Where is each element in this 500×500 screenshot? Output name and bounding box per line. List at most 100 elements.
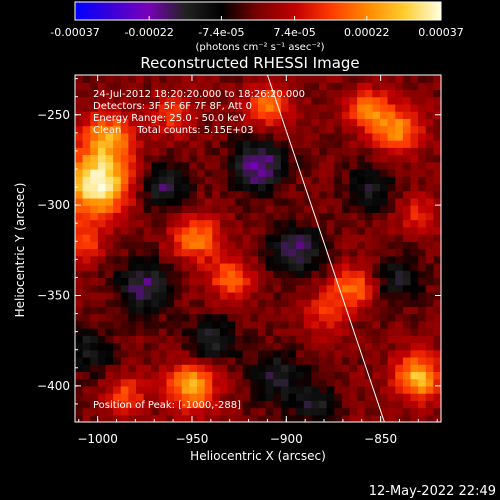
heatmap-cell bbox=[204, 248, 213, 257]
heatmap-cell bbox=[311, 111, 320, 119]
heatmap-cell bbox=[143, 277, 152, 286]
heatmap-cell bbox=[425, 82, 434, 91]
heatmap-cell bbox=[82, 168, 91, 177]
heatmap-cell bbox=[120, 371, 129, 380]
heatmap-cell bbox=[189, 356, 198, 365]
heatmap-cell bbox=[82, 414, 91, 422]
heatmap-cell bbox=[433, 154, 441, 163]
heatmap-cell bbox=[334, 320, 343, 329]
heatmap-cell bbox=[128, 103, 137, 112]
heatmap-cell bbox=[311, 313, 320, 322]
heatmap-cell bbox=[197, 255, 206, 264]
heatmap-cell bbox=[326, 407, 335, 416]
heatmap-cell bbox=[372, 378, 381, 387]
heatmap-cell bbox=[197, 371, 206, 380]
heatmap-cell bbox=[433, 161, 441, 170]
heatmap-cell bbox=[113, 103, 122, 112]
heatmap-cell bbox=[174, 342, 183, 351]
heatmap-cell bbox=[181, 328, 190, 336]
heatmap-cell bbox=[227, 306, 236, 315]
heatmap-cell bbox=[319, 234, 328, 242]
heatmap-cell bbox=[136, 241, 145, 250]
heatmap-cell bbox=[280, 364, 290, 372]
heatmap-cell bbox=[219, 226, 229, 235]
heatmap-cell bbox=[174, 393, 183, 401]
heatmap-cell bbox=[189, 176, 198, 185]
heatmap-cell bbox=[265, 313, 274, 322]
heatmap-cell bbox=[105, 320, 114, 329]
heatmap-cell bbox=[319, 248, 328, 257]
heatmap-cell bbox=[296, 234, 305, 242]
heatmap-cell bbox=[242, 284, 251, 293]
heatmap-cell bbox=[311, 234, 320, 242]
heatmap-cell bbox=[418, 183, 427, 192]
heatmap-cell bbox=[158, 407, 168, 416]
heatmap-cell bbox=[265, 219, 274, 228]
heatmap-cell bbox=[296, 335, 305, 344]
heatmap-cell bbox=[418, 328, 427, 336]
heatmap-cell bbox=[341, 111, 351, 119]
heatmap-cell bbox=[189, 96, 198, 105]
heatmap-cell bbox=[90, 284, 99, 293]
heatmap-cell bbox=[334, 212, 343, 221]
heatmap-cell bbox=[303, 400, 312, 409]
heatmap-cell bbox=[250, 277, 259, 286]
heatmap-cell bbox=[197, 168, 206, 177]
heatmap-cell bbox=[242, 197, 251, 206]
heatmap-cell bbox=[372, 364, 381, 372]
heatmap-cell bbox=[334, 205, 343, 213]
heatmap-cell bbox=[204, 132, 213, 141]
heatmap-cell bbox=[113, 140, 122, 148]
heatmap-cell bbox=[136, 147, 145, 156]
heatmap-cell bbox=[380, 414, 389, 422]
heatmap-cell bbox=[151, 212, 160, 221]
heatmap-cell bbox=[387, 205, 396, 213]
heatmap-cell bbox=[425, 161, 434, 170]
heatmap-cell bbox=[425, 89, 434, 98]
heatmap-cell bbox=[326, 82, 335, 91]
heatmap-cell bbox=[425, 299, 434, 307]
heatmap-cell bbox=[311, 414, 320, 422]
heatmap-cell bbox=[189, 400, 198, 409]
heatmap-cell bbox=[258, 328, 267, 336]
heatmap-cell bbox=[219, 111, 229, 119]
heatmap-cell bbox=[418, 255, 427, 264]
heatmap-cell bbox=[189, 342, 198, 351]
heatmap-cell bbox=[90, 407, 99, 416]
heatmap-cell bbox=[204, 414, 213, 422]
heatmap-cell bbox=[418, 364, 427, 372]
heatmap-cell bbox=[90, 248, 99, 257]
heatmap-cell bbox=[349, 356, 358, 365]
heatmap-cell bbox=[212, 147, 221, 156]
heatmap-cell bbox=[433, 226, 441, 235]
heatmap-cell bbox=[166, 328, 175, 336]
heatmap-cell bbox=[166, 125, 175, 134]
heatmap-cell bbox=[120, 393, 129, 401]
heatmap-cell bbox=[372, 248, 381, 257]
heatmap-cell bbox=[364, 262, 373, 271]
heatmap-cell bbox=[433, 356, 441, 365]
heatmap-cell bbox=[425, 234, 434, 242]
heatmap-cell bbox=[75, 299, 84, 307]
heatmap-cell bbox=[136, 414, 145, 422]
heatmap-cell bbox=[136, 270, 145, 279]
heatmap-cell bbox=[204, 364, 213, 372]
heatmap-cell bbox=[433, 349, 441, 358]
heatmap-cell bbox=[273, 183, 282, 192]
heatmap-cell bbox=[395, 262, 404, 271]
heatmap-cell bbox=[174, 96, 183, 105]
heatmap-cell bbox=[75, 234, 84, 242]
heatmap-cell bbox=[120, 349, 129, 358]
heatmap-cell bbox=[425, 255, 434, 264]
heatmap-cell bbox=[402, 190, 412, 199]
heatmap-cell bbox=[235, 364, 244, 372]
heatmap-cell bbox=[97, 284, 107, 293]
heatmap-cell bbox=[166, 299, 175, 307]
heatmap-cell bbox=[334, 378, 343, 387]
heatmap-cell bbox=[372, 328, 381, 336]
heatmap-cell bbox=[189, 118, 198, 127]
heatmap-cell bbox=[105, 291, 114, 300]
heatmap-cell bbox=[128, 111, 137, 119]
heatmap-cell bbox=[433, 125, 441, 134]
heatmap-cell bbox=[349, 190, 358, 199]
